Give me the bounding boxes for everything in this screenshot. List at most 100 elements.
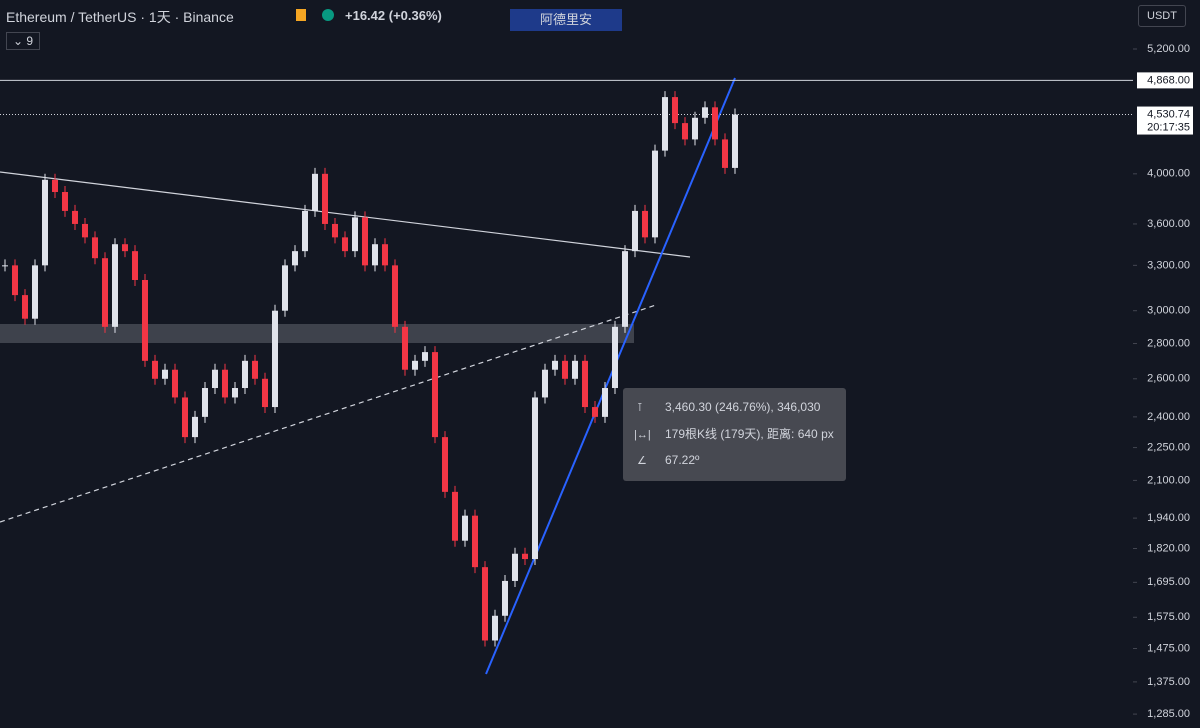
candle	[162, 369, 168, 379]
dashed-line	[0, 304, 657, 523]
candle	[102, 258, 108, 327]
candle	[462, 515, 468, 541]
candle	[72, 210, 78, 224]
candle	[392, 265, 398, 327]
candle	[362, 217, 368, 266]
candle	[662, 97, 668, 151]
candle	[282, 265, 288, 311]
trend-line	[0, 171, 691, 258]
candle	[652, 150, 658, 238]
candle	[302, 210, 308, 252]
candle	[352, 217, 358, 252]
candle	[592, 407, 598, 417]
candle	[142, 279, 148, 361]
candle	[372, 244, 378, 266]
zone	[0, 324, 634, 343]
candle	[312, 173, 318, 211]
count: 9	[26, 34, 34, 48]
candle	[92, 237, 98, 259]
icon: ⊺	[637, 402, 643, 414]
tooltip-text: 179根K线 (179天), 距离: 640 px	[665, 426, 834, 441]
price-label: 3,600.00	[1147, 218, 1190, 230]
candle	[452, 491, 458, 541]
price-label: 1,575.00	[1147, 611, 1190, 623]
price-label: 1,820.00	[1147, 542, 1190, 554]
blue-line	[485, 77, 736, 675]
candle	[222, 369, 228, 398]
candle	[342, 237, 348, 252]
candle	[712, 107, 718, 140]
candle	[22, 295, 28, 319]
candle	[262, 378, 268, 408]
candle	[522, 553, 528, 560]
candle	[542, 369, 548, 398]
candle	[12, 265, 18, 296]
symbol[interactable]: Ethereum / TetherUS · 1天 · Binance	[6, 9, 234, 25]
candle	[482, 567, 488, 641]
price-label: 3,300.00	[1147, 259, 1190, 271]
candle	[252, 360, 258, 379]
tooltip-text: 67.22º	[665, 453, 700, 467]
candle	[612, 326, 618, 389]
candle	[112, 244, 118, 327]
candle	[152, 360, 158, 379]
price-label: 1,940.00	[1147, 512, 1190, 524]
candle	[212, 369, 218, 389]
level-tag	[1137, 72, 1193, 89]
price-label: 1,475.00	[1147, 642, 1190, 654]
candle	[322, 173, 328, 224]
price-label: 1,375.00	[1147, 676, 1190, 688]
price-label: 1,695.00	[1147, 576, 1190, 588]
price-tag	[1137, 106, 1193, 135]
candle	[2, 265, 8, 267]
flag	[296, 9, 306, 21]
drawing-label: 阿德里安	[510, 9, 622, 31]
currency[interactable]: USDT	[1138, 5, 1186, 27]
candle	[492, 615, 498, 641]
candle	[382, 244, 388, 266]
candle	[332, 223, 338, 238]
price-label: 2,100.00	[1147, 474, 1190, 486]
indicator-toggle[interactable]: ⌄ 9	[6, 32, 41, 50]
candle	[442, 437, 448, 492]
price-label: 2,800.00	[1147, 337, 1190, 349]
price-label: 2,250.00	[1147, 441, 1190, 453]
candle	[602, 388, 608, 417]
candle	[582, 360, 588, 408]
candle	[642, 210, 648, 238]
candle	[552, 360, 558, 370]
candle	[632, 210, 638, 252]
candle	[172, 369, 178, 398]
candle	[292, 251, 298, 266]
chevron: ⌄	[13, 34, 27, 48]
price-label: 2,400.00	[1147, 411, 1190, 423]
candle	[52, 179, 58, 193]
candle	[702, 107, 708, 118]
candle	[682, 123, 688, 140]
candle	[672, 97, 678, 124]
candle	[622, 251, 628, 327]
candle	[472, 515, 478, 568]
candle	[422, 352, 428, 361]
icon: ∠	[637, 455, 647, 467]
candle	[572, 360, 578, 379]
price-label: 2,600.00	[1147, 373, 1190, 385]
candle	[692, 117, 698, 140]
candle	[512, 553, 518, 581]
candle	[412, 360, 418, 370]
candle	[192, 416, 198, 438]
candle	[232, 388, 238, 398]
level-label: 4,868.00	[1147, 74, 1190, 86]
candle	[272, 310, 278, 408]
candle	[202, 388, 208, 417]
candle	[722, 139, 728, 168]
candle	[62, 192, 68, 211]
candle	[502, 580, 508, 616]
countdown: 20:17:35	[1147, 121, 1190, 133]
candle	[122, 244, 128, 252]
price-label: 1,285.00	[1147, 708, 1190, 720]
candle	[42, 179, 48, 266]
candle	[532, 397, 538, 560]
candle	[32, 265, 38, 319]
